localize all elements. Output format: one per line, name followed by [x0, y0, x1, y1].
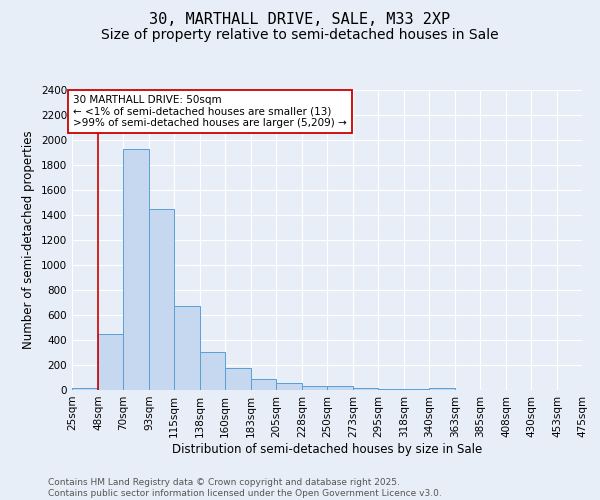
Bar — [149, 209, 174, 390]
Bar — [174, 306, 200, 390]
Bar — [327, 386, 353, 390]
Bar — [276, 382, 302, 390]
Bar — [429, 388, 455, 390]
Text: 30 MARTHALL DRIVE: 50sqm
← <1% of semi-detached houses are smaller (13)
>99% of : 30 MARTHALL DRIVE: 50sqm ← <1% of semi-d… — [73, 95, 347, 128]
Text: Contains HM Land Registry data © Crown copyright and database right 2025.
Contai: Contains HM Land Registry data © Crown c… — [48, 478, 442, 498]
Bar — [72, 388, 98, 390]
Bar — [353, 388, 378, 390]
Bar — [123, 149, 149, 390]
Text: 30, MARTHALL DRIVE, SALE, M33 2XP: 30, MARTHALL DRIVE, SALE, M33 2XP — [149, 12, 451, 28]
Y-axis label: Number of semi-detached properties: Number of semi-detached properties — [22, 130, 35, 350]
Text: Size of property relative to semi-detached houses in Sale: Size of property relative to semi-detach… — [101, 28, 499, 42]
Bar — [251, 379, 276, 390]
Bar — [302, 386, 327, 390]
Bar — [200, 352, 225, 390]
X-axis label: Distribution of semi-detached houses by size in Sale: Distribution of semi-detached houses by … — [172, 442, 482, 456]
Bar — [225, 368, 251, 390]
Bar — [98, 334, 123, 390]
